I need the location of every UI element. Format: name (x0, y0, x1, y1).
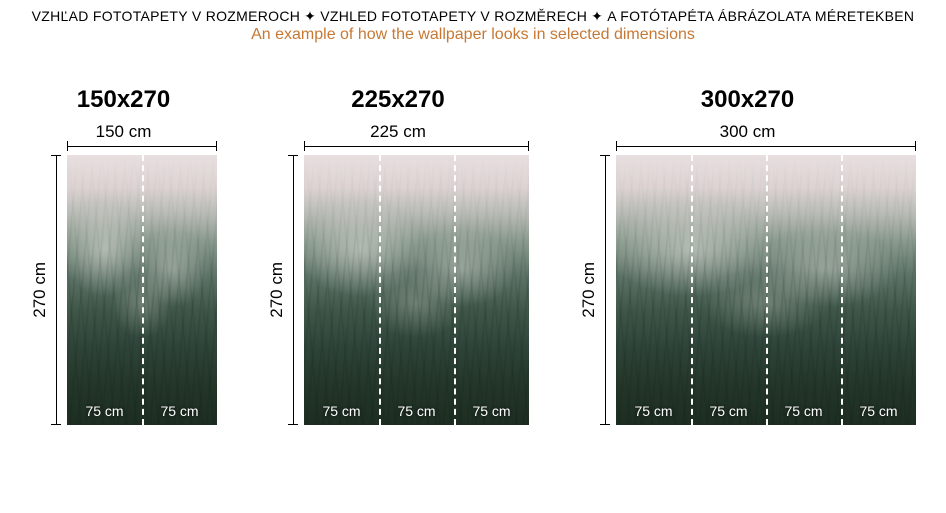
strip-divider (379, 155, 381, 425)
panel-225x270: 225x270 225 cm 270 cm 75 cm 75 cm 75 cm (267, 86, 529, 425)
strip-label: 75 cm (304, 403, 379, 419)
size-title: 225x270 (351, 86, 444, 114)
header-hu: A FOTÓTAPÉTA ÁBRÁZOLATA MÉRETEKBEN (607, 8, 914, 24)
strip-labels: 75 cm 75 cm 75 cm 75 cm (616, 403, 916, 419)
header-row: VZHĽAD FOTOTAPETY V ROZMEROCH ✦ VZHLED F… (10, 8, 936, 24)
strip-label: 75 cm (766, 403, 841, 419)
height-label: 270 cm (267, 262, 287, 318)
header-cz: VZHLED FOTOTAPETY V ROZMĚRECH (320, 8, 587, 24)
size-title: 150x270 (77, 86, 170, 114)
width-label: 300 cm (720, 122, 776, 142)
strip-label: 75 cm (691, 403, 766, 419)
strip-divider (454, 155, 456, 425)
header-sk: VZHĽAD FOTOTAPETY V ROZMEROCH (32, 8, 301, 24)
width-ruler (616, 146, 916, 147)
panel-300x270: 300x270 300 cm 270 cm 75 cm 75 cm 75 cm (579, 86, 916, 425)
height-label: 270 cm (579, 262, 599, 318)
height-ruler (605, 155, 606, 425)
strip-label: 75 cm (616, 403, 691, 419)
strip-divider (142, 155, 144, 425)
height-label: 270 cm (30, 262, 50, 318)
height-ruler (293, 155, 294, 425)
width-label: 225 cm (370, 122, 426, 142)
strip-divider (841, 155, 843, 425)
strip-divider (691, 155, 693, 425)
height-ruler (56, 155, 57, 425)
wallpaper-preview: 75 cm 75 cm (67, 155, 217, 425)
subtitle: An example of how the wallpaper looks in… (10, 26, 936, 44)
strip-label: 75 cm (379, 403, 454, 419)
strip-label: 75 cm (454, 403, 529, 419)
strip-divider (766, 155, 768, 425)
width-ruler (304, 146, 529, 147)
wallpaper-preview: 75 cm 75 cm 75 cm 75 cm (616, 155, 916, 425)
strip-labels: 75 cm 75 cm 75 cm (304, 403, 529, 419)
panel-150x270: 150x270 150 cm 270 cm 75 cm 75 cm (30, 86, 217, 425)
strip-label: 75 cm (67, 403, 142, 419)
width-label: 150 cm (96, 122, 152, 142)
wallpaper-preview: 75 cm 75 cm 75 cm (304, 155, 529, 425)
strip-label: 75 cm (142, 403, 217, 419)
panels-row: 150x270 150 cm 270 cm 75 cm 75 cm (10, 86, 936, 425)
size-title: 300x270 (701, 86, 794, 114)
strip-label: 75 cm (841, 403, 916, 419)
width-ruler (67, 146, 217, 147)
sparkle-icon: ✦ (591, 9, 603, 23)
sparkle-icon: ✦ (304, 9, 316, 23)
strip-labels: 75 cm 75 cm (67, 403, 217, 419)
